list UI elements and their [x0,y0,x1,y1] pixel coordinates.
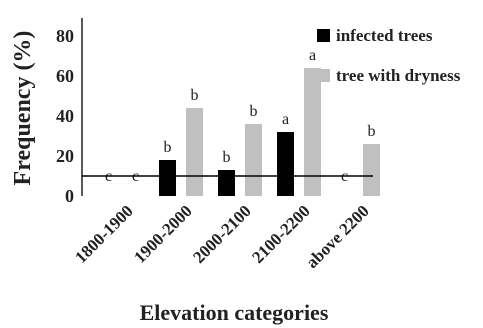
bar-letter-label: b [223,149,231,166]
y-axis-title-group: Frequency (%) [10,31,36,186]
bar-letter-label: a [309,47,316,64]
legend: infected trees tree with dryness [317,26,461,85]
bar-dryness [304,68,321,196]
bar-letter-labels: ccbbbbaacb [105,47,376,185]
y-axis-title: Frequency (%) [10,31,36,186]
x-tick-label: above 2200 [302,201,373,272]
x-tick-labels: 1800-19001900-20002000-21002100-2200abov… [71,201,373,272]
bar-infected [277,132,294,196]
legend-swatch-dryness [317,69,330,82]
legend-label-infected: infected trees [336,26,433,45]
bar-infected [159,160,176,196]
bar-dryness [245,124,262,196]
y-tick-labels: 0 20 40 60 80 [56,26,74,206]
y-tick-label: 60 [56,66,74,86]
bar-dryness [186,108,203,196]
bar-letter-label: b [164,139,172,156]
x-tick-label: 1800-1900 [71,201,137,267]
y-tick-label: 0 [65,186,74,206]
bar-letter-label: b [368,123,376,140]
legend-label-dryness: tree with dryness [336,66,461,85]
legend-swatch-infected [317,29,330,42]
y-tick-label: 20 [56,146,74,166]
bar-letter-label: b [191,87,199,104]
x-tick-label: 2000-2100 [189,201,255,267]
x-tick-label: 1900-2000 [130,201,196,267]
y-tick-label: 40 [56,106,74,126]
bar-infected [218,170,235,196]
x-axis-title: Elevation categories [140,300,329,325]
bar-letter-label: b [250,103,258,120]
bar-letter-label: a [282,111,289,128]
y-tick-label: 80 [56,26,74,46]
bar-dryness [363,144,380,196]
